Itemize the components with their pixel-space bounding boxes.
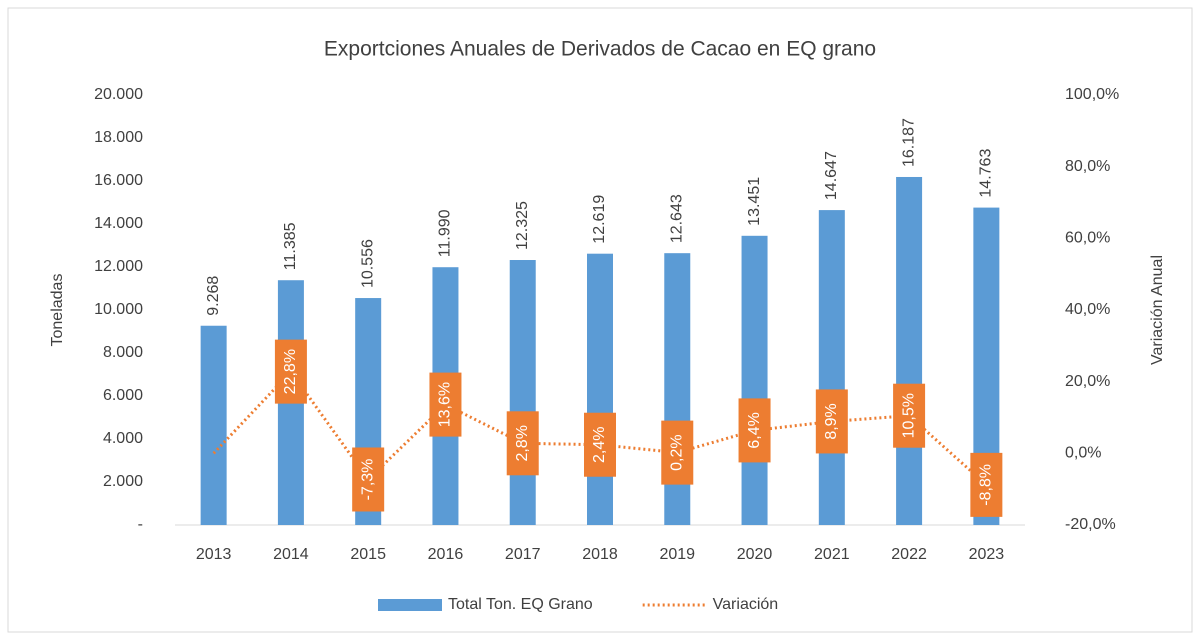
bar-value-label: 12.619 (591, 195, 608, 244)
bar-value-label: 11.990 (437, 209, 454, 257)
bar-value-label: 10.556 (359, 239, 376, 288)
line-value-label: 0,2% (668, 434, 685, 470)
x-tick-label: 2020 (737, 546, 773, 563)
bar (818, 210, 845, 526)
line-label-box (661, 420, 694, 485)
y2-tick-label: 0,0% (1065, 445, 1101, 462)
line-value-label: 6,4% (746, 412, 763, 448)
y-tick-label: 10.000 (94, 301, 143, 318)
y-tick-label: - (138, 516, 143, 533)
line-label-box (970, 452, 1003, 517)
bar-value-label: 16.187 (900, 118, 917, 167)
y2-axis-title: Variación Anual (1149, 255, 1166, 365)
y-tick-label: 12.000 (94, 258, 143, 275)
bar-value-label: 12.325 (514, 201, 531, 250)
line-label-box (506, 411, 539, 476)
line-value-label: 8,9% (823, 403, 840, 439)
legend-label: Variación (713, 596, 779, 613)
x-tick-label: 2017 (505, 546, 541, 563)
x-tick-label: 2023 (969, 546, 1005, 563)
y-tick-label: 2.000 (103, 473, 143, 490)
y-tick-label: 8.000 (103, 344, 143, 361)
bar (741, 235, 768, 525)
bar-value-label: 13.451 (746, 177, 763, 226)
y-tick-label: 4.000 (103, 430, 143, 447)
bar (200, 325, 227, 525)
bar-value-label: 9.268 (205, 276, 222, 316)
x-tick-label: 2016 (428, 546, 464, 563)
bar-value-label: 14.763 (978, 149, 995, 198)
line-value-label: -8,8% (978, 464, 995, 506)
y-tick-label: 14.000 (94, 215, 143, 232)
x-tick-label: 2022 (891, 546, 927, 563)
y-tick-label: 20.000 (94, 86, 143, 103)
bar (896, 176, 923, 526)
line-value-label: 13,6% (437, 382, 454, 427)
line-label-box (738, 398, 771, 463)
y2-tick-label: 100,0% (1065, 86, 1119, 103)
y2-tick-label: -20,0% (1065, 516, 1116, 533)
y-tick-label: 16.000 (94, 172, 143, 189)
y2-tick-label: 40,0% (1065, 301, 1110, 318)
line-value-label: 10,5% (900, 393, 917, 438)
x-tick-label: 2014 (273, 546, 309, 563)
y-axis-title: Toneladas (49, 274, 66, 347)
line-label-box (429, 372, 462, 437)
y2-tick-label: 60,0% (1065, 230, 1110, 247)
bar-value-label: 11.385 (282, 222, 299, 270)
x-tick-label: 2015 (350, 546, 386, 563)
line-value-label: 2,8% (514, 425, 531, 461)
y2-tick-label: 80,0% (1065, 158, 1110, 175)
bar-value-label: 14.647 (823, 151, 840, 200)
line-label-box (352, 447, 385, 512)
bar (509, 260, 536, 525)
bar-value-label: 12.643 (668, 194, 685, 243)
line-value-label: 22,8% (282, 349, 299, 394)
legend-label: Total Ton. EQ Grano (448, 596, 593, 613)
line-label-box (893, 383, 926, 448)
x-tick-label: 2013 (196, 546, 232, 563)
line-value-label: 2,4% (591, 426, 608, 462)
line-label-box (274, 339, 307, 404)
x-tick-label: 2018 (582, 546, 618, 563)
x-tick-label: 2019 (659, 546, 695, 563)
x-tick-label: 2021 (814, 546, 850, 563)
line-value-label: -7,3% (359, 459, 376, 501)
line-label-box (815, 389, 848, 454)
chart-title: Exportciones Anuales de Derivados de Cac… (324, 38, 876, 61)
y-tick-label: 6.000 (103, 387, 143, 404)
y2-tick-label: 20,0% (1065, 373, 1110, 390)
y-tick-label: 18.000 (94, 129, 143, 146)
bar (587, 253, 613, 525)
legend-swatch (378, 599, 442, 611)
line-label-box (584, 412, 616, 477)
